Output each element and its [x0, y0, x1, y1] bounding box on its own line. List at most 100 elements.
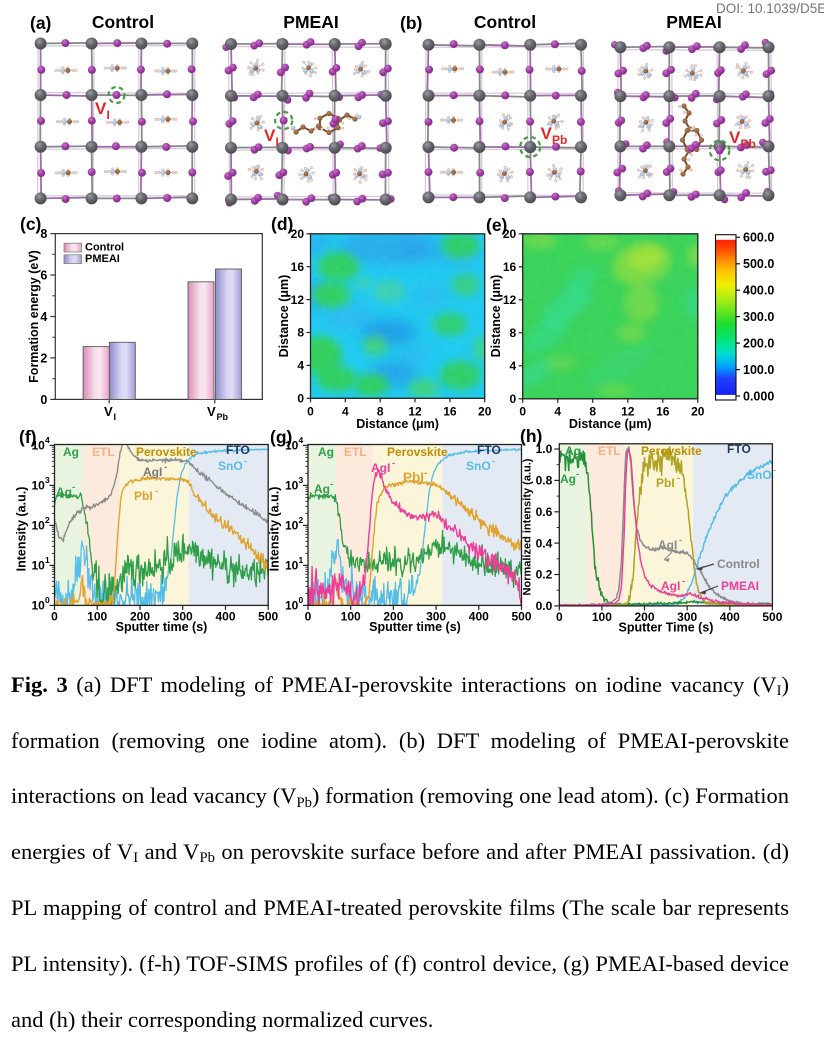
svg-text:20: 20: [691, 405, 705, 419]
svg-text:2: 2: [45, 515, 50, 525]
svg-text:3: 3: [45, 475, 50, 485]
svg-text:500: 500: [762, 610, 782, 624]
svg-text:I: I: [276, 135, 279, 149]
svg-text:10: 10: [285, 439, 299, 453]
svg-text:100.0: 100.0: [743, 363, 774, 377]
svg-text:ETL: ETL: [598, 444, 621, 458]
svg-text:V: V: [264, 126, 276, 145]
svg-text:20: 20: [291, 227, 305, 241]
svg-text:-: -: [244, 456, 247, 467]
svg-text:10: 10: [32, 439, 46, 453]
svg-text:Sputter time (s): Sputter time (s): [369, 620, 461, 634]
svg-text:PMEAI: PMEAI: [721, 579, 759, 593]
svg-text:I: I: [114, 412, 117, 422]
svg-text:Ag: Ag: [318, 445, 334, 459]
svg-text:PMEAI: PMEAI: [85, 253, 120, 265]
svg-text:400.0: 400.0: [743, 284, 774, 298]
svg-text:V: V: [207, 404, 216, 419]
svg-text:Distance (μm): Distance (μm): [569, 417, 652, 431]
svg-text:100: 100: [341, 610, 361, 624]
svg-text:6: 6: [40, 269, 47, 283]
svg-text:0.4: 0.4: [536, 536, 553, 550]
svg-text:0: 0: [40, 393, 47, 407]
svg-text:PMEAI: PMEAI: [283, 12, 338, 32]
svg-text:Pb: Pb: [741, 137, 756, 151]
svg-text:16: 16: [291, 260, 305, 274]
svg-text:0: 0: [305, 610, 312, 624]
svg-text:FTO: FTO: [226, 443, 250, 457]
svg-text:1.0: 1.0: [536, 442, 553, 456]
svg-text:400: 400: [720, 610, 740, 624]
svg-text:-: -: [392, 458, 395, 469]
svg-text:0: 0: [297, 392, 304, 406]
svg-text:3: 3: [299, 475, 304, 485]
svg-text:ETL: ETL: [344, 445, 367, 459]
svg-text:100: 100: [87, 610, 107, 624]
svg-text:Pb: Pb: [217, 412, 229, 422]
svg-text:8: 8: [589, 405, 596, 419]
svg-text:200: 200: [383, 610, 403, 624]
svg-text:(d): (d): [271, 214, 293, 234]
svg-text:0: 0: [51, 610, 58, 624]
svg-text:20: 20: [503, 227, 517, 241]
svg-text:(h): (h): [520, 426, 542, 446]
svg-text:12: 12: [621, 405, 635, 419]
svg-text:4: 4: [554, 405, 561, 419]
svg-text:500: 500: [511, 610, 531, 624]
svg-text:PbI: PbI: [403, 470, 424, 485]
svg-text:0.8: 0.8: [536, 474, 553, 488]
svg-text:I: I: [107, 108, 110, 122]
svg-text:0: 0: [519, 405, 526, 419]
svg-text:200: 200: [634, 610, 654, 624]
svg-text:-: -: [677, 473, 680, 484]
svg-text:10: 10: [32, 599, 46, 613]
svg-text:(e): (e): [486, 215, 507, 235]
svg-text:Control: Control: [85, 242, 124, 254]
svg-text:Perovskite: Perovskite: [136, 445, 197, 459]
svg-text:16: 16: [656, 405, 670, 419]
svg-text:200: 200: [130, 610, 150, 624]
svg-text:10: 10: [285, 479, 299, 493]
svg-text:Perovskite: Perovskite: [387, 445, 448, 459]
svg-text:4: 4: [45, 435, 50, 445]
svg-text:V: V: [104, 404, 113, 419]
svg-text:200.0: 200.0: [743, 337, 774, 351]
svg-text:Pb: Pb: [552, 133, 567, 147]
svg-text:(b): (b): [400, 13, 422, 33]
svg-text:Perovskite: Perovskite: [641, 444, 702, 458]
svg-text:Intensity (a.u.): Intensity (a.u.): [268, 487, 282, 572]
svg-text:20: 20: [478, 405, 492, 419]
svg-text:-: -: [155, 486, 158, 497]
svg-text:300.0: 300.0: [743, 310, 774, 324]
svg-text:Ag: Ag: [63, 445, 79, 459]
svg-text:8: 8: [40, 227, 47, 241]
svg-text:ETL: ETL: [92, 445, 115, 459]
svg-text:12: 12: [291, 293, 305, 307]
svg-text:10: 10: [32, 479, 46, 493]
svg-text:Control: Control: [474, 12, 536, 32]
svg-text:0: 0: [307, 405, 314, 419]
svg-text:0: 0: [45, 595, 50, 605]
svg-text:16: 16: [503, 260, 517, 274]
svg-text:Distance (μm): Distance (μm): [489, 275, 503, 358]
svg-text:AgI: AgI: [661, 579, 680, 593]
svg-text:4: 4: [342, 405, 349, 419]
svg-text:2: 2: [40, 351, 47, 365]
svg-text:Control: Control: [92, 12, 154, 32]
svg-text:10: 10: [32, 559, 46, 573]
svg-text:PbI: PbI: [134, 489, 153, 503]
svg-text:0: 0: [556, 610, 563, 624]
svg-text:0.0: 0.0: [536, 599, 553, 613]
svg-text:Ag: Ag: [565, 444, 581, 458]
svg-text:-: -: [492, 456, 495, 467]
svg-text:-: -: [72, 482, 75, 493]
svg-text:Ag: Ag: [56, 485, 72, 499]
svg-text:Distance (μm): Distance (μm): [356, 417, 439, 431]
svg-text:-: -: [682, 576, 685, 587]
svg-text:-: -: [164, 462, 167, 473]
svg-text:4: 4: [299, 435, 304, 445]
svg-text:8: 8: [510, 326, 517, 340]
svg-text:0.2: 0.2: [536, 568, 553, 582]
svg-text:SnO: SnO: [747, 468, 772, 482]
svg-text:0.6: 0.6: [536, 505, 553, 519]
